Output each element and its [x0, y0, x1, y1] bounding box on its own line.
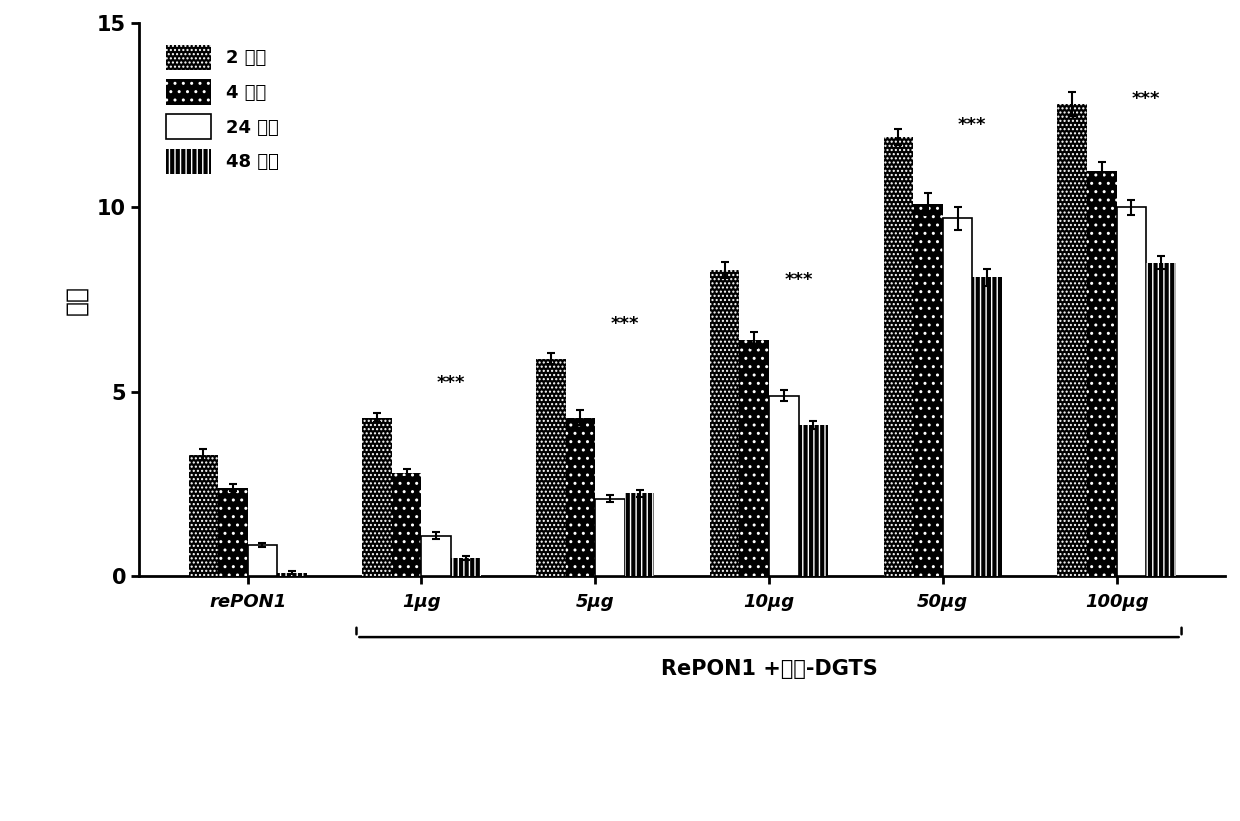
Bar	[1146, 263, 1176, 576]
Bar	[884, 137, 913, 576]
Bar	[1087, 171, 1116, 576]
Legend: 2 小时, 4 小时, 24 小时, 48 小时: 2 小时, 4 小时, 24 小时, 48 小时	[159, 38, 286, 181]
Text: ***: ***	[436, 374, 465, 392]
Bar	[595, 499, 625, 576]
Bar	[248, 545, 278, 576]
Text: ***: ***	[785, 271, 812, 288]
Text: ***: ***	[959, 116, 987, 134]
Bar	[625, 493, 655, 576]
Bar	[422, 535, 451, 576]
Bar	[1058, 104, 1087, 576]
Text: ***: ***	[1132, 89, 1161, 108]
Bar	[218, 488, 248, 576]
Bar	[536, 359, 565, 576]
Bar	[711, 270, 739, 576]
Bar	[972, 277, 1002, 576]
Bar	[769, 396, 799, 576]
Bar	[188, 455, 218, 576]
Bar	[799, 425, 828, 576]
Bar	[392, 473, 422, 576]
Bar	[565, 418, 595, 576]
Bar	[362, 418, 392, 576]
Text: ***: ***	[610, 314, 639, 333]
Bar	[739, 340, 769, 576]
Bar	[451, 557, 481, 576]
Text: RePON1 +溶血-DGTS: RePON1 +溶血-DGTS	[661, 659, 878, 679]
Y-axis label: 单位: 单位	[64, 285, 88, 314]
Bar	[942, 218, 972, 576]
Bar	[278, 572, 306, 576]
Bar	[913, 204, 942, 576]
Bar	[1116, 208, 1146, 576]
